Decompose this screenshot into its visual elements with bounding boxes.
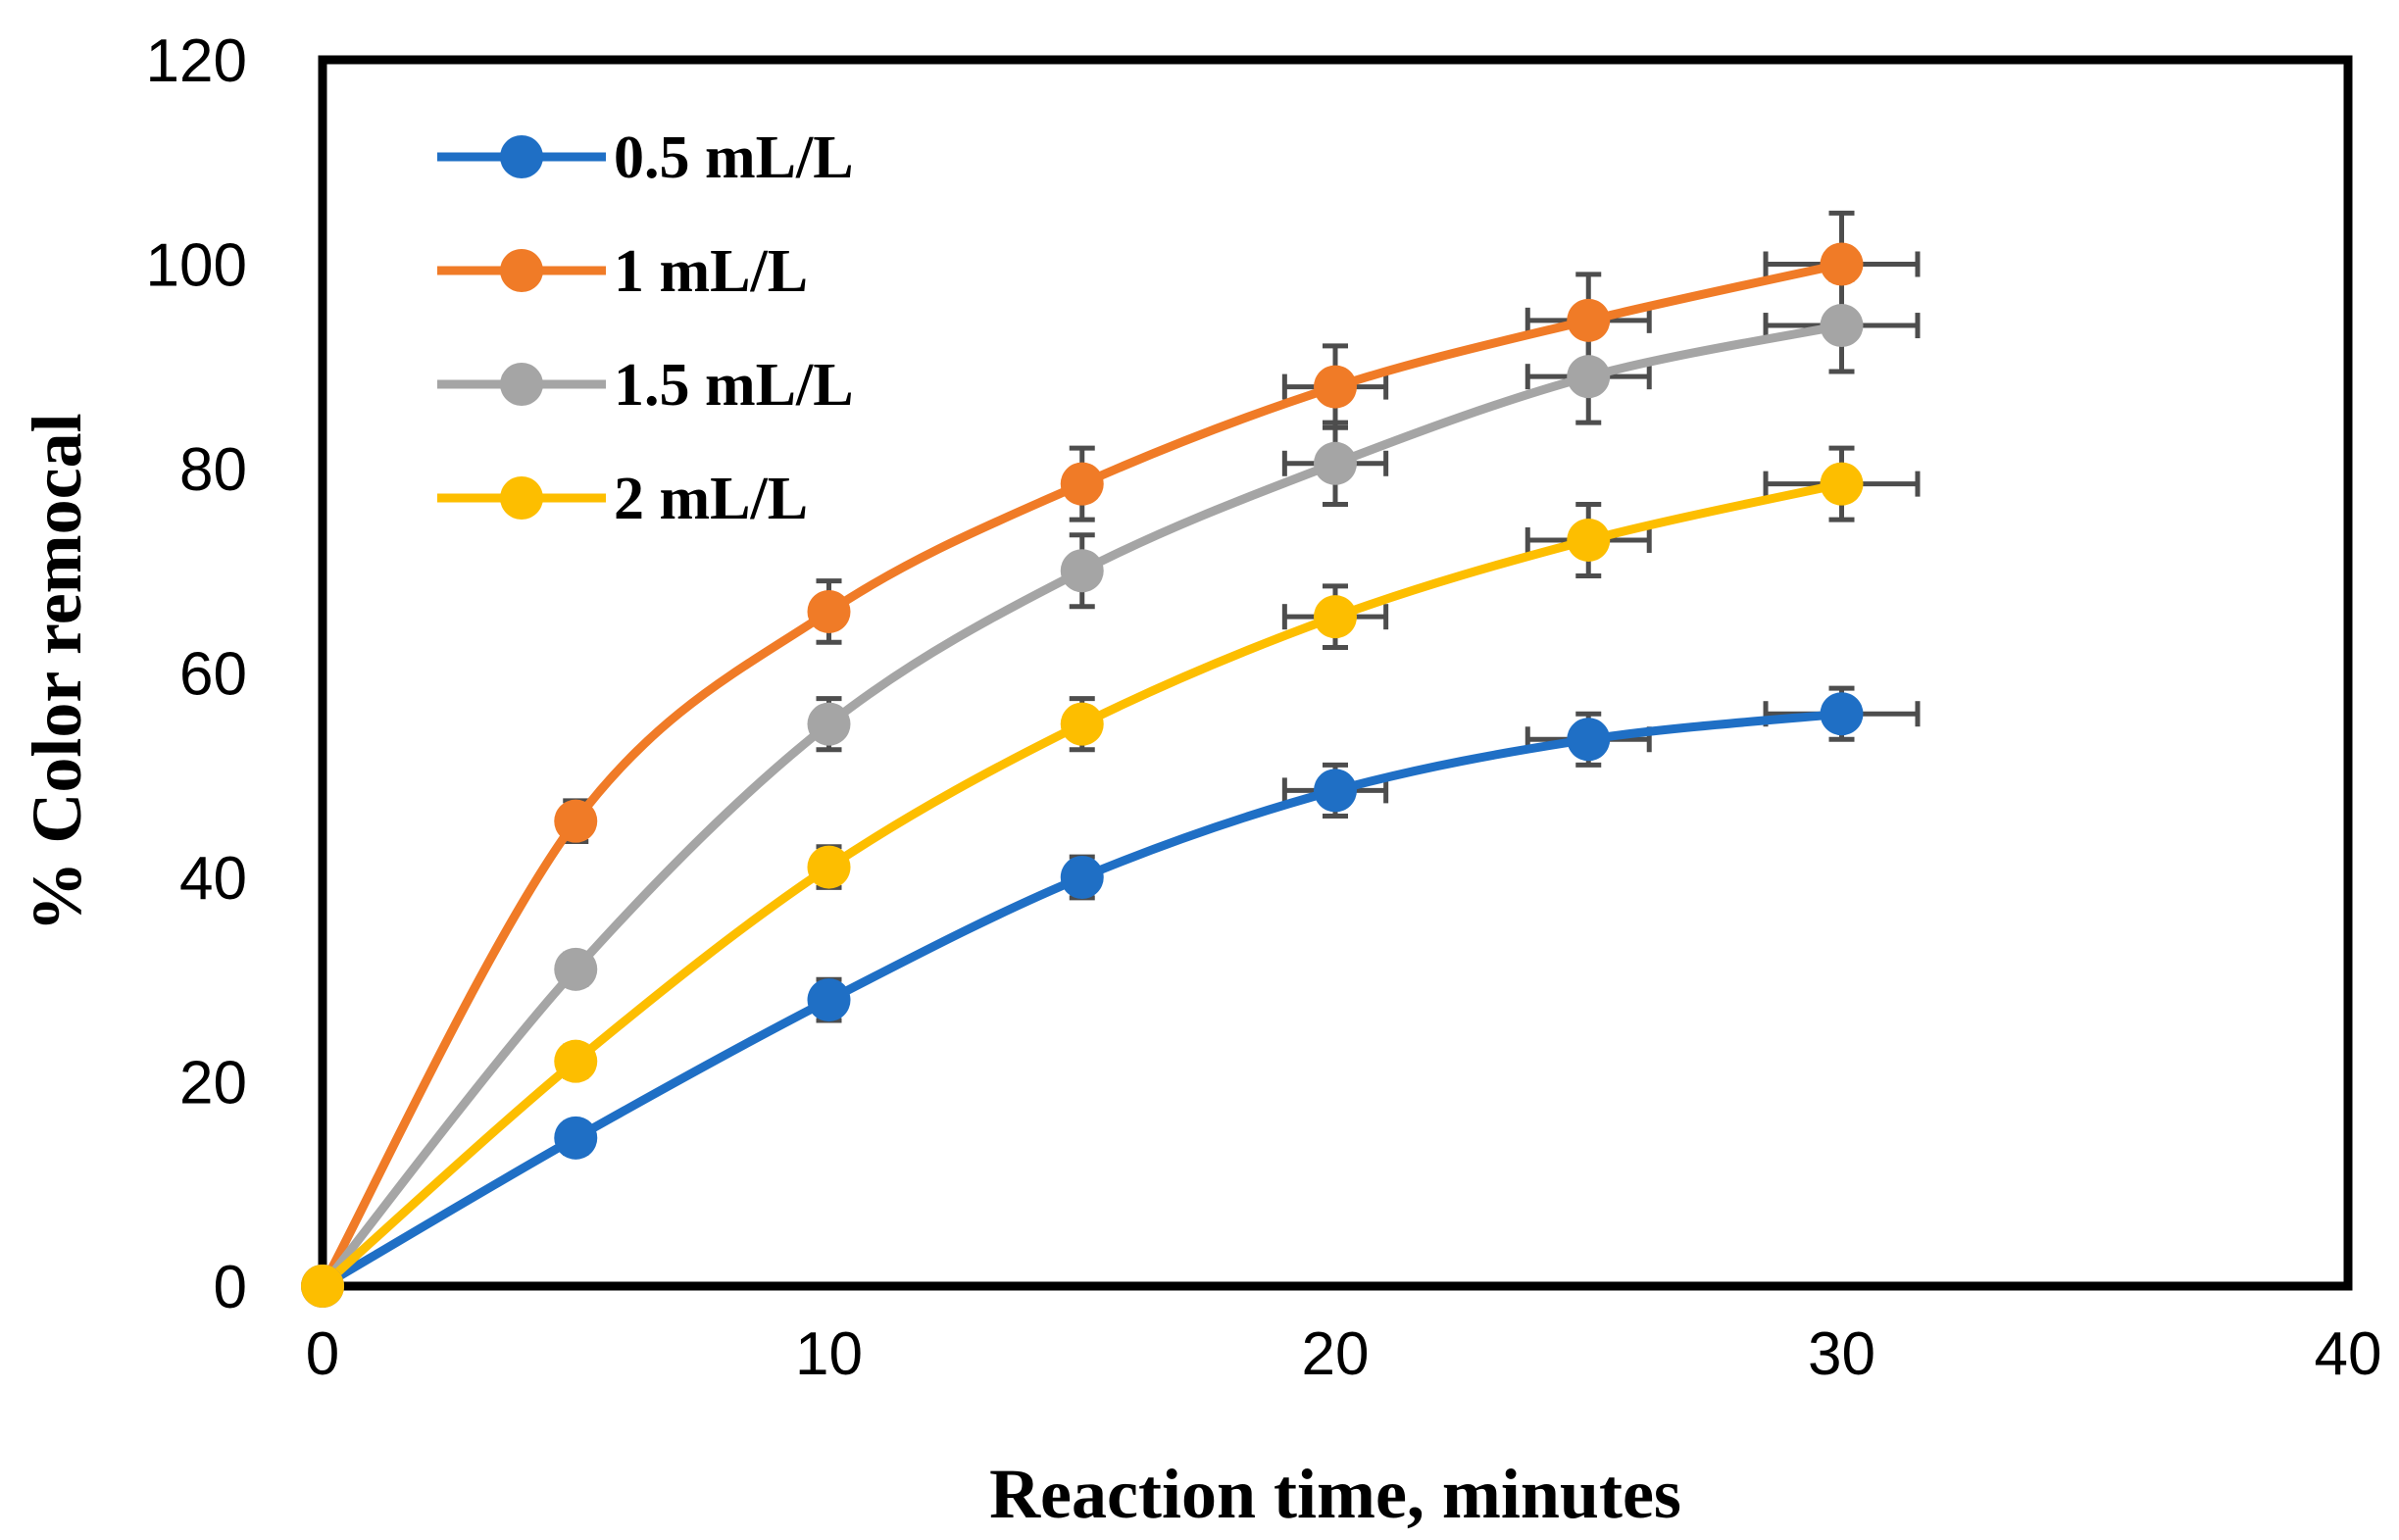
series-points <box>301 242 1864 1308</box>
y-axis-title: % Color remocal <box>18 413 96 931</box>
data-point-0-5-ml-l <box>807 978 851 1022</box>
plot-area-border <box>318 55 2353 1291</box>
data-point-2-ml-l <box>1060 702 1104 746</box>
data-point-0-5-ml-l <box>1060 856 1104 899</box>
x-tick-label: 10 <box>795 1320 863 1388</box>
data-point-2-ml-l <box>554 1039 598 1083</box>
data-point-1-5-ml-l <box>1820 304 1864 348</box>
data-point-1-5-ml-l <box>1314 441 1357 485</box>
data-point-1-ml-l <box>1314 365 1357 409</box>
x-tick-label: 30 <box>1808 1320 1875 1388</box>
legend-label-1-5-ml-l: 1.5 mL/L <box>614 352 854 419</box>
y-tick-label: 120 <box>146 27 247 95</box>
error-bar-2-ml-l <box>1763 445 1921 522</box>
legend: 0.5 mL/L 1 mL/L 1.5 mL/L 2 mL/L <box>437 124 854 532</box>
legend-label-2-ml-l: 2 mL/L <box>614 466 808 532</box>
data-point-1-ml-l <box>554 799 598 843</box>
data-point-0-5-ml-l <box>1567 718 1611 762</box>
legend-label-0-5-ml-l: 0.5 mL/L <box>614 124 854 191</box>
data-point-1-5-ml-l <box>1567 355 1611 399</box>
data-point-1-5-ml-l <box>807 702 851 746</box>
data-point-0-5-ml-l <box>554 1116 598 1160</box>
y-tick-label: 100 <box>146 232 247 300</box>
y-tick-label: 20 <box>179 1050 247 1118</box>
data-point-0-5-ml-l <box>1820 692 1864 736</box>
x-axis-title: Reaction time, minutes <box>989 1455 1681 1533</box>
legend-marker-1-ml-l <box>500 249 543 292</box>
y-tick-label: 0 <box>214 1254 247 1321</box>
x-tick-label: 0 <box>306 1320 339 1388</box>
legend-label-1-ml-l: 1 mL/L <box>614 238 808 305</box>
x-tick-labels: 0 10 20 30 40 <box>306 1320 2382 1388</box>
y-tick-label: 40 <box>179 845 247 913</box>
legend-marker-2-ml-l <box>500 476 543 520</box>
data-point-1-5-ml-l <box>1060 549 1104 593</box>
y-tick-label: 60 <box>179 641 247 709</box>
data-point-1-ml-l <box>1060 462 1104 506</box>
data-point-2-ml-l <box>1567 518 1611 562</box>
data-point-2-ml-l <box>807 845 851 889</box>
data-point-1-ml-l <box>1820 242 1864 286</box>
data-point-2-ml-l <box>1314 595 1357 639</box>
x-tick-label: 20 <box>1302 1320 1370 1388</box>
y-tick-label: 80 <box>179 436 247 504</box>
y-tick-labels: 0 20 40 60 80 100 120 <box>146 27 247 1321</box>
data-point-1-ml-l <box>807 589 851 633</box>
legend-marker-1-5-ml-l <box>500 363 543 406</box>
data-point-1-ml-l <box>1567 298 1611 342</box>
legend-marker-0-5-ml-l <box>500 135 543 178</box>
data-point-2-ml-l <box>301 1265 344 1308</box>
data-point-0-5-ml-l <box>1314 769 1357 813</box>
data-point-1-5-ml-l <box>554 947 598 991</box>
data-point-2-ml-l <box>1820 462 1864 506</box>
x-tick-label: 40 <box>2315 1320 2382 1388</box>
